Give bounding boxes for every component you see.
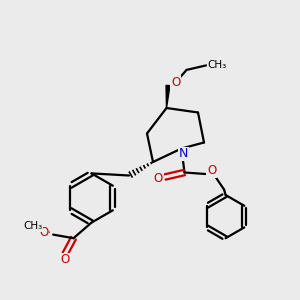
Text: O: O [171,76,180,89]
Text: O: O [39,226,49,239]
Text: O: O [61,253,70,266]
Text: CH₃: CH₃ [208,60,227,70]
Text: N: N [179,147,189,161]
Text: O: O [207,164,216,178]
Text: CH₃: CH₃ [23,221,42,231]
Polygon shape [166,85,170,108]
Text: O: O [154,172,163,185]
